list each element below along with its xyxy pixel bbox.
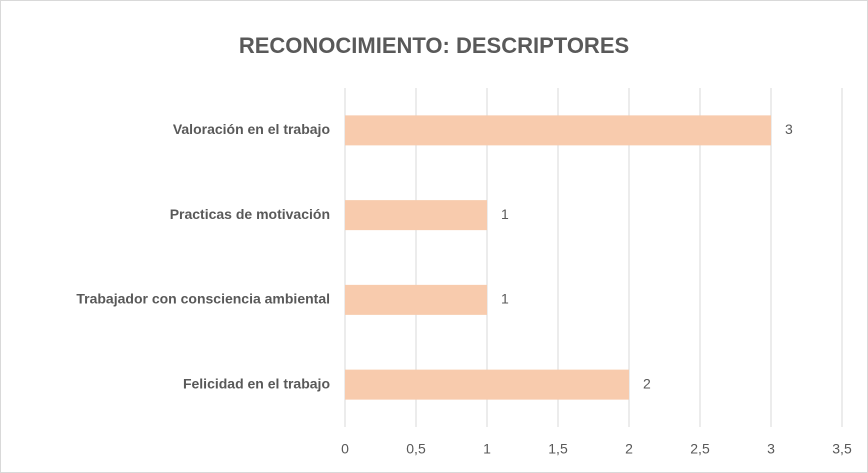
- data-label: 2: [643, 375, 651, 391]
- data-label: 1: [501, 206, 509, 222]
- x-tick-label: 0: [341, 441, 349, 457]
- y-tick-label: Practicas de motivación: [170, 206, 330, 222]
- x-tick-label: 0,5: [406, 441, 426, 457]
- bar: [345, 284, 487, 315]
- data-label: 3: [785, 121, 793, 137]
- x-tick-label: 2: [625, 441, 633, 457]
- bar: [345, 369, 629, 400]
- x-tick-label: 2,5: [690, 441, 710, 457]
- chart-title: RECONOCIMIENTO: DESCRIPTORES: [239, 33, 629, 58]
- bar: [345, 115, 771, 146]
- data-label: 1: [501, 291, 509, 307]
- bar: [345, 200, 487, 231]
- x-tick-label: 3,5: [832, 441, 852, 457]
- x-tick-label: 3: [767, 441, 775, 457]
- y-tick-label: Valoración en el trabajo: [173, 121, 330, 137]
- y-tick-label: Felicidad en el trabajo: [183, 375, 330, 391]
- y-tick-label: Trabajador con consciencia ambiental: [76, 291, 330, 307]
- x-tick-label: 1: [483, 441, 491, 457]
- x-tick-label: 1,5: [548, 441, 568, 457]
